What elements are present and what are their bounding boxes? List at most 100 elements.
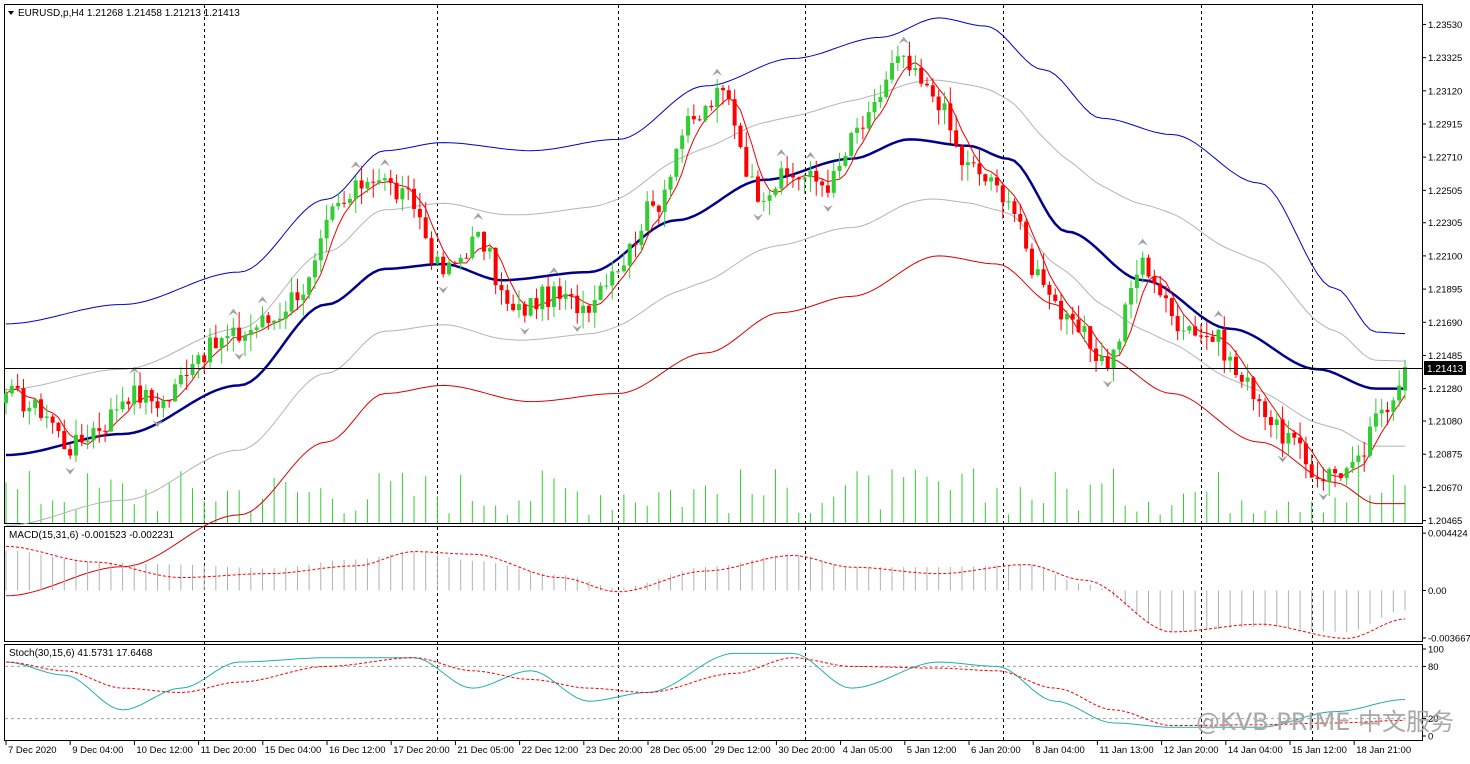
macd-axis: 0.004424 0.00 -0.003667 xyxy=(1422,529,1470,644)
candle xyxy=(1385,401,1390,425)
candle xyxy=(755,170,760,203)
fractal-up-arrow xyxy=(473,212,484,220)
candle xyxy=(277,302,282,330)
candle xyxy=(1175,303,1180,341)
candle xyxy=(493,247,498,295)
candle xyxy=(901,54,906,69)
candle xyxy=(1088,325,1093,363)
candle xyxy=(977,148,982,186)
time-axis: 7 Dec 2020 9 Dec 04:00 10 Dec 12:00 11 Dec … xyxy=(5,741,1411,756)
symbol-dropdown-icon[interactable] xyxy=(8,11,14,15)
candle xyxy=(866,101,871,130)
candle xyxy=(1053,288,1058,303)
candle xyxy=(312,252,317,289)
vertical-gridlines xyxy=(204,5,1313,740)
candle xyxy=(406,175,411,201)
candle xyxy=(942,92,947,125)
candle xyxy=(808,161,813,193)
candle xyxy=(1292,429,1297,446)
price-tick-label: 1.22100 xyxy=(1428,251,1462,262)
candle xyxy=(400,175,405,211)
stochastic-indicator xyxy=(5,652,1422,728)
candle xyxy=(248,314,253,351)
time-tick-label: 9 Dec 04:00 xyxy=(72,745,123,756)
candle xyxy=(202,352,207,374)
price-tick-label: 1.22915 xyxy=(1428,119,1462,130)
candle xyxy=(511,294,516,312)
candle xyxy=(522,300,527,323)
candle xyxy=(487,243,492,260)
candle xyxy=(1356,445,1361,478)
candle xyxy=(114,394,119,422)
candle xyxy=(266,312,271,330)
band-upper xyxy=(5,17,1406,335)
candle xyxy=(155,392,160,417)
candle xyxy=(825,169,830,198)
candle xyxy=(1303,436,1308,479)
candle xyxy=(540,284,545,322)
candle xyxy=(715,79,720,123)
candle xyxy=(1000,181,1005,219)
candle xyxy=(907,41,912,76)
price-pane-frame xyxy=(4,4,1423,524)
candle xyxy=(709,100,714,111)
time-tick-label: 5 Jan 12:00 xyxy=(907,745,957,756)
candle xyxy=(353,176,358,213)
candle xyxy=(1321,467,1326,491)
time-tick-label: 6 Jan 20:00 xyxy=(971,745,1021,756)
candle xyxy=(750,163,755,178)
candle xyxy=(691,104,696,125)
candle xyxy=(569,288,574,310)
price-tick-label: 1.20875 xyxy=(1428,450,1462,461)
candle xyxy=(971,155,976,168)
candle xyxy=(138,372,143,409)
price-tick-label: 1.21895 xyxy=(1428,285,1462,296)
candle xyxy=(1111,348,1116,382)
time-tick-label: 15 Jan 12:00 xyxy=(1292,745,1347,756)
candle xyxy=(371,169,376,198)
band-inner-lower xyxy=(5,198,1405,526)
time-tick-label: 17 Dec 20:00 xyxy=(393,745,450,756)
candle xyxy=(225,324,230,352)
candle xyxy=(447,259,452,277)
candle xyxy=(38,393,43,421)
candle xyxy=(1204,321,1209,350)
fractal-down-arrow xyxy=(1277,455,1288,463)
candle xyxy=(73,419,78,463)
candle xyxy=(365,177,370,193)
candle xyxy=(50,414,55,434)
candle xyxy=(849,131,854,160)
candle xyxy=(499,272,504,305)
candle xyxy=(1257,394,1262,417)
candle xyxy=(621,253,626,273)
volume-bars xyxy=(5,468,1406,523)
candle xyxy=(645,191,650,232)
candle xyxy=(44,404,49,429)
candle xyxy=(79,423,84,447)
candle xyxy=(720,84,725,105)
candle xyxy=(429,231,434,270)
macd-header: MACD(15,31,6) -0.001523 -0.002231 xyxy=(9,530,175,541)
candle xyxy=(1082,315,1087,343)
macd-tick-label: 0.00 xyxy=(1428,586,1447,597)
fractal-down-arrow xyxy=(519,327,530,335)
candle xyxy=(604,273,609,290)
candle xyxy=(1006,189,1011,210)
chart-frames xyxy=(4,4,1423,741)
candle xyxy=(417,192,422,230)
candle xyxy=(1263,397,1268,431)
candle xyxy=(1169,297,1174,326)
symbol-header: EURUSD,p,H4 1.21268 1.21458 1.21213 1.21… xyxy=(18,8,240,19)
time-tick-label: 28 Dec 05:00 xyxy=(650,745,707,756)
stoch-tick-label: 100 xyxy=(1428,645,1444,656)
candle xyxy=(616,270,621,275)
candle xyxy=(68,443,73,460)
candle xyxy=(983,173,988,186)
candle xyxy=(930,78,935,103)
candle xyxy=(878,84,883,108)
candle xyxy=(773,186,778,198)
candle xyxy=(307,276,312,300)
candle xyxy=(639,223,644,253)
candle xyxy=(1368,416,1373,459)
